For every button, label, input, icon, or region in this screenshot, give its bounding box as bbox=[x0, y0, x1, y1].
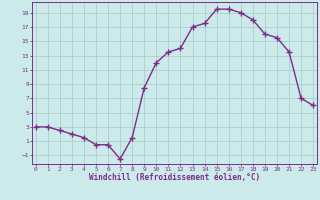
X-axis label: Windchill (Refroidissement éolien,°C): Windchill (Refroidissement éolien,°C) bbox=[89, 173, 260, 182]
